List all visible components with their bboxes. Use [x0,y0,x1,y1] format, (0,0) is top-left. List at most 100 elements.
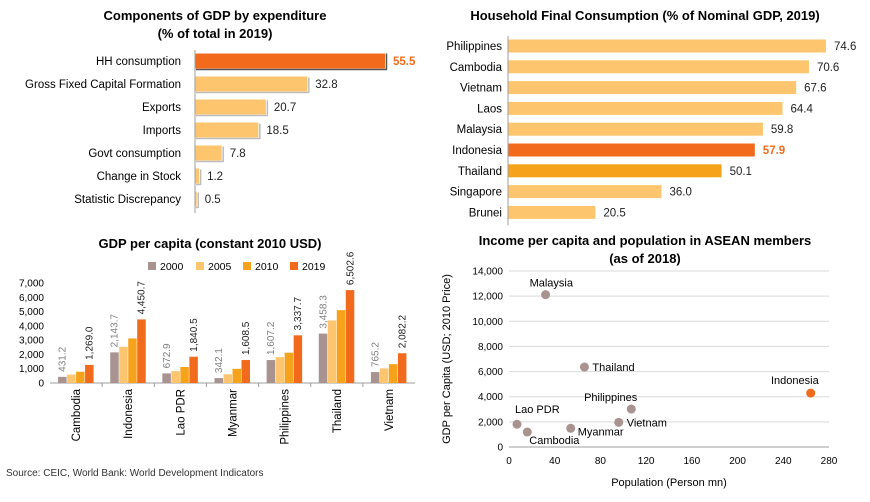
x-tick-label: 80 [595,456,607,467]
y-tick-label: 2,000 [478,417,503,428]
y-tick-label: 8,000 [478,342,503,353]
bar [318,333,328,383]
data-label: 20.5 [603,207,625,219]
bar [214,378,223,383]
y-tick-label: 5,000 [19,307,44,318]
point-label: Philippines [584,392,638,404]
legend-swatch [148,262,156,270]
bar [508,101,783,115]
bar [162,373,171,383]
x-tick-label: 200 [729,456,746,467]
data-label: 1,608.5 [241,321,252,355]
category-label: Imports [143,125,182,137]
y-tick-label: 7,000 [19,279,44,290]
category-label: Indonesia [123,388,135,438]
bar [76,371,85,383]
bar [195,191,197,207]
data-label: 2,143.7 [110,314,121,348]
category-label: Govt consumption [88,148,181,160]
data-label: 59.8 [771,124,793,136]
bar [397,353,407,383]
data-label: 64.4 [791,103,814,115]
legend-label: 2010 [255,261,279,273]
y-tick-label: 0 [497,443,503,454]
bar [223,374,232,383]
income-population-svg: Income per capita and population in ASEA… [441,233,838,489]
category-label: Philippines [280,389,292,445]
category-label: Change in Stock [97,171,182,183]
category-label: Vietnam [384,389,396,431]
scatter-point [614,417,624,427]
bar [195,53,385,69]
data-label: 765.2 [370,342,381,367]
bar [195,145,222,161]
category-label: Indonesia [452,145,502,157]
x-tick-label: 120 [638,456,655,467]
category-label: Thailand [458,166,502,178]
point-label: Myanmar [578,426,624,438]
source-note: Source: CEIC, World Bank: World Developm… [6,468,264,479]
x-tick-label: 280 [821,456,838,467]
legend-swatch [196,262,204,270]
bar [508,205,596,219]
bar [137,319,146,383]
income-population-scatter: Income per capita and population in ASEA… [430,228,870,493]
x-tick-label: 40 [549,456,561,467]
y-tick-label: 4,000 [478,392,503,403]
data-label: 342.1 [214,348,225,373]
data-label: 3,458.3 [318,295,329,329]
legend-swatch [243,262,251,270]
category-label: Gross Fixed Capital Formation [25,79,181,91]
chart-title: Components of GDP by expenditure [104,8,327,23]
y-tick-label: 1,000 [19,364,44,375]
x-tick-label: 0 [506,456,512,467]
chart-subtitle: (as of 2018) [609,251,681,266]
x-tick-label: 160 [684,456,701,467]
scatter-point [522,427,532,437]
bar [293,335,303,383]
category-label: Malaysia [457,124,503,136]
data-label: 1.2 [207,171,223,183]
legend-label: 2019 [302,261,326,273]
data-label: 3,337.7 [293,297,304,331]
y-tick-label: 14,000 [472,267,503,278]
legend-swatch [290,262,298,270]
scatter-point [566,423,576,433]
bar [275,357,285,383]
bar [508,164,722,178]
category-label: Vietnam [460,83,502,95]
bar [195,99,266,115]
household-consumption-svg: Household Final Consumption (% of Nomina… [446,8,856,226]
point-label: Thailand [592,362,634,374]
bar [180,367,189,383]
data-label: 1,607.2 [266,321,277,355]
category-label: Myanmar [228,389,240,437]
gdp-per-capita-svg: GDP per capita (constant 2010 USD) 2000 20… [19,236,415,445]
data-label: 74.6 [834,41,856,53]
y-axis-title: GDP per Capita (USD; 2010 Price) [441,274,453,444]
y-tick-label: 3,000 [19,336,44,347]
bar [189,356,198,383]
bar [508,60,809,74]
bar [171,371,180,383]
data-label: 70.6 [817,62,839,74]
data-label: 672.9 [162,343,173,368]
bar [110,352,119,383]
data-label: 18.5 [266,125,288,137]
data-label: 55.5 [393,56,416,68]
legend-label: 2000 [160,261,184,273]
y-tick-label: 6,000 [478,367,503,378]
category-label: Cambodia [450,62,503,74]
y-tick-label: 6,000 [19,293,44,304]
category-label: Lao PDR [175,389,187,436]
bar [266,360,276,383]
bar [508,185,662,199]
category-label: Cambodia [71,388,83,441]
bar [195,122,259,138]
scatter-point [579,362,589,372]
category-label: Laos [477,103,502,115]
bar [327,320,337,383]
household-consumption-chart: Household Final Consumption (% of Nomina… [430,0,870,226]
category-label: Singapore [450,187,502,199]
data-label: 36.0 [669,187,691,199]
